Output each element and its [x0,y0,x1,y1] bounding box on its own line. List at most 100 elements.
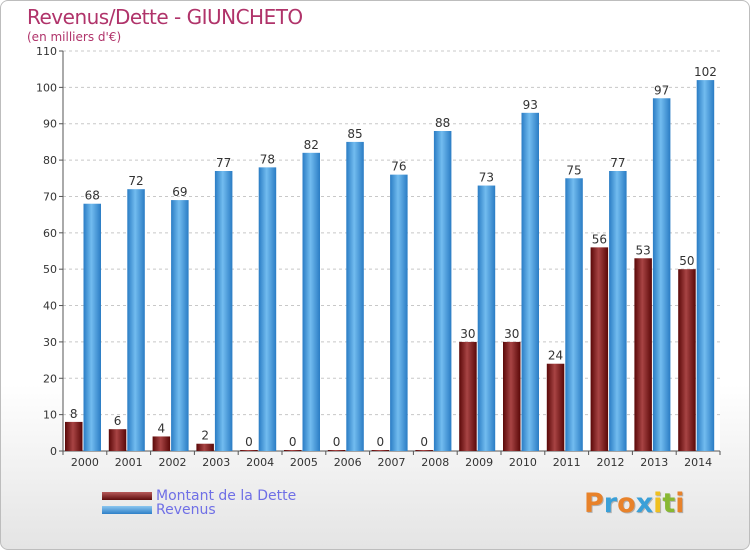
bar-dette [284,450,302,451]
x-tick-label: 2010 [509,456,537,469]
y-tick-label: 10 [43,409,57,422]
bar-dette [590,247,609,451]
proxiti-logo: Proxiti [584,488,685,519]
bar-revenus [390,174,408,452]
x-tick-label: 2005 [290,456,318,469]
y-tick-label: 80 [43,154,57,167]
data-label-dette: 30 [504,327,519,341]
legend-item-dette: Montant de la Dette [102,488,297,504]
data-label-revenus: 69 [172,185,187,199]
logo-letter: x [635,488,654,519]
bar-revenus [609,171,627,451]
data-label-revenus: 102 [694,65,717,79]
y-tick-label: 110 [36,45,57,58]
x-tick-label: 2006 [334,456,362,469]
logo-letter: t [662,488,676,519]
bar-revenus [302,152,320,451]
y-tick-label: 30 [43,336,57,349]
data-label-revenus: 76 [391,160,406,174]
bar-revenus [433,131,452,451]
legend-swatch-dette [102,492,152,500]
x-tick-label: 2001 [115,456,143,469]
logo-letter: P [584,488,604,519]
legend-item-revenus: Revenus [102,502,216,518]
bar-revenus [346,141,364,451]
data-label-dette: 56 [592,232,607,246]
logo-letter: o [617,488,636,519]
data-label-dette: 8 [70,407,78,421]
data-label-revenus: 75 [566,163,581,177]
data-label-dette: 50 [679,254,694,268]
data-label-revenus: 78 [260,152,275,166]
bar-revenus [477,185,496,451]
data-label-dette: 24 [548,349,563,363]
data-label-revenus: 77 [610,156,625,170]
bar-dette [108,429,127,451]
bar-revenus [652,98,671,451]
x-tick-label: 2004 [246,456,274,469]
bar-dette [503,341,521,451]
bar-revenus [83,203,101,451]
data-label-revenus: 82 [304,138,319,152]
legend-swatch-revenus [102,506,152,514]
data-label-dette: 2 [201,429,209,443]
bar-dette [240,450,258,451]
x-tick-label: 2012 [597,456,625,469]
x-tick-label: 2002 [159,456,187,469]
legend-label-revenus: Revenus [156,502,216,518]
bar-dette [546,363,565,451]
y-tick-label: 70 [43,190,57,203]
bar-dette [65,421,83,451]
bar-dette [327,450,346,451]
x-tick-label: 2000 [71,456,99,469]
y-tick-label: 0 [50,445,57,458]
bar-dette [634,258,652,451]
legend-label-dette: Montant de la Dette [156,488,297,504]
x-tick-label: 2014 [684,456,712,469]
data-label-dette: 4 [158,421,166,435]
bar-dette [459,341,477,451]
data-label-revenus: 93 [523,98,538,112]
data-label-dette: 0 [333,435,341,449]
data-label-dette: 0 [289,435,297,449]
bar-dette [678,269,696,451]
x-tick-label: 2008 [421,456,449,469]
y-tick-label: 40 [43,300,57,313]
data-label-revenus: 72 [128,174,143,188]
data-label-dette: 0 [420,435,428,449]
bar-revenus [214,171,233,451]
bar-revenus [696,80,715,451]
logo-letter: i [675,488,685,519]
data-label-dette: 30 [460,327,475,341]
data-label-dette: 0 [377,435,385,449]
data-label-dette: 53 [636,243,651,257]
bar-revenus [127,189,145,451]
logo-letter: r [603,488,618,519]
data-label-revenus: 85 [347,127,362,141]
x-tick-label: 2011 [553,456,581,469]
x-tick-label: 2007 [378,456,406,469]
data-label-revenus: 68 [85,189,100,203]
y-tick-label: 100 [36,81,57,94]
y-tick-label: 20 [43,372,57,385]
logo-letter: i [653,488,663,519]
chart-subtitle: (en milliers d'€) [27,30,122,44]
bar-dette [371,450,390,451]
bar-revenus [171,200,189,451]
y-tick-label: 60 [43,227,57,240]
bar-revenus [565,178,583,452]
x-tick-label: 2013 [640,456,668,469]
y-tick-label: 50 [43,263,57,276]
x-tick-label: 2009 [465,456,493,469]
x-tick-label: 2003 [202,456,230,469]
chart-title: Revenus/Dette - GIUNCHETO [27,5,303,29]
data-label-revenus: 73 [479,171,494,185]
data-label-revenus: 97 [654,83,669,97]
bar-dette [415,450,433,451]
data-label-dette: 0 [245,435,253,449]
data-label-revenus: 88 [435,116,450,130]
y-tick-label: 90 [43,118,57,131]
data-label-dette: 6 [114,414,122,428]
